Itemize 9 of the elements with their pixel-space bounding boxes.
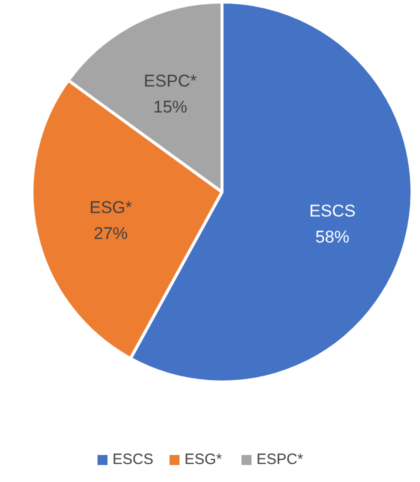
slice-label: ESCS — [309, 201, 356, 220]
legend-label: ESPC* — [256, 451, 304, 468]
data-label: 27% — [94, 224, 128, 243]
slice-label: ESPC* — [144, 71, 198, 90]
slice-label: ESG* — [89, 198, 132, 217]
legend-label: ESG* — [184, 451, 222, 468]
legend-label: ESCS — [112, 451, 154, 468]
data-label: 15% — [153, 97, 188, 116]
data-label: 58% — [315, 227, 350, 246]
